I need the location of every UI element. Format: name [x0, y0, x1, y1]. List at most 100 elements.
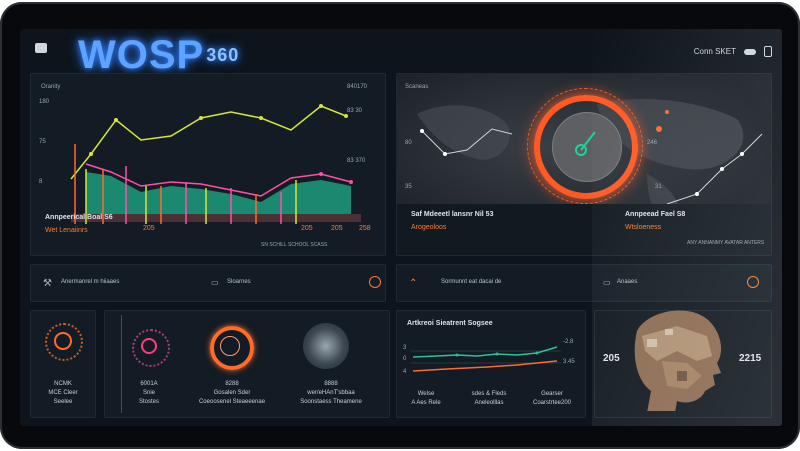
- stat-3: 205: [331, 225, 343, 232]
- right-value-3: 83 370: [347, 158, 366, 164]
- wrench-icon: ⚒: [43, 278, 52, 289]
- card-mid: wer/eHAnT'sbbaa: [307, 390, 355, 396]
- radar-ring: [534, 95, 638, 199]
- info-bar-text: Sormunnt eat dacai de: [441, 279, 502, 285]
- baseline-area: [71, 214, 361, 222]
- trend-label-2: sdes & Fleds: [471, 391, 507, 397]
- stat-1: 205: [143, 225, 155, 232]
- green-area: [86, 172, 351, 214]
- gauge-ring: [45, 323, 83, 361]
- trend-sub-3: Coarstrtee200: [532, 400, 572, 406]
- trend-sub-1: A Aes Rele: [411, 400, 441, 406]
- face-left-value: 205: [603, 353, 620, 364]
- right-value-1: 246: [647, 140, 658, 146]
- caption-left: Saf Mdeeetl lansnr Nil 53: [411, 211, 494, 218]
- face-right-value: 2215: [739, 353, 762, 364]
- map-panel-right: Scaneas 80 35 246 31 Sa: [396, 73, 772, 256]
- info-bar-text-2: Sloarnes: [227, 279, 251, 285]
- y-tick-2: 75: [39, 139, 46, 145]
- gauge-card-1: NCMK MCE Cleer Seelee: [30, 310, 96, 418]
- left-value-1: 80: [405, 140, 412, 146]
- trend-line-green: [412, 346, 558, 358]
- card-mid: MCE Cleer: [48, 390, 78, 396]
- trend-label-3: Gearser: [541, 391, 563, 397]
- trend-line-orange: [412, 360, 558, 372]
- brand-sup: 360: [206, 45, 240, 65]
- right-value-2: 31: [655, 184, 662, 190]
- trend-y-2: 0: [403, 356, 407, 362]
- panel-title: Oranity: [41, 84, 61, 90]
- card-bot: Seelee: [53, 399, 73, 405]
- stat-2: 205: [301, 225, 313, 232]
- monitor-icon: ▭: [211, 278, 219, 287]
- trend-sub-2: Aneleolllas: [474, 400, 504, 406]
- gauge-ring-2: [132, 329, 170, 367]
- trend-icon: ⌃: [409, 278, 418, 289]
- info-bar-text-2: Anaaes: [617, 279, 638, 285]
- trend-chart-title: Artkreoi Sieatrent Sogsee: [407, 320, 493, 327]
- info-circle-icon[interactable]: [747, 276, 759, 288]
- y-tick-1: 180: [39, 99, 50, 105]
- card-top: NCMK: [54, 381, 72, 387]
- trend-label-1: Welse: [417, 391, 435, 397]
- trend-chart: [411, 346, 561, 372]
- trend-chart-card: Artkreoi Sieatrent Sogsee 3 0 4 -2.8 3.4…: [396, 310, 586, 418]
- right-value-2: 83 30: [347, 108, 363, 114]
- gauge-globe: [303, 323, 349, 369]
- lock-icon[interactable]: [764, 46, 772, 57]
- stat-4: 258: [359, 225, 371, 232]
- card-top: 6001A: [140, 381, 158, 387]
- panel-sub-caption: Wet Lenaiinrs: [45, 227, 88, 234]
- gauge-ring-3: [210, 326, 254, 370]
- panel-title: Scaneas: [405, 84, 429, 90]
- info-bar-left[interactable]: ⚒ Anermanrel m hiiaaes ▭ Sloarnes: [30, 264, 386, 302]
- panel-footer: SN SCHILL SCHOOL SCASS: [261, 242, 328, 248]
- card-top: 8288: [225, 381, 239, 387]
- radar-needle-icon: [575, 131, 596, 156]
- brand-logo: WOSP 360: [78, 35, 239, 75]
- divider: [121, 315, 122, 413]
- brand-name: WOSP: [78, 33, 205, 77]
- caption-bar: [397, 204, 771, 255]
- card-mid: Gosalen Sder: [213, 390, 251, 396]
- dashboard-screen: WOSP 360 Conn SKET Oranity 180 75 8 84017…: [20, 29, 782, 426]
- caption-right: Annpeead Fael S8: [625, 211, 686, 218]
- trend-y-3: 4: [403, 369, 407, 375]
- monitor-icon: ▭: [603, 278, 611, 287]
- radar-core: [552, 112, 622, 182]
- sub-caption-left: Arogeoloos: [411, 224, 447, 231]
- info-bar-text: Anermanrel m hiiaaes: [61, 279, 120, 285]
- face-card: 205 2215: [594, 310, 772, 418]
- toggle-icon[interactable]: [744, 48, 756, 55]
- radar-ring-outer: [527, 88, 643, 204]
- card-top: 8888: [324, 381, 338, 387]
- trend-r-1: -2.8: [563, 339, 574, 345]
- info-circle-icon[interactable]: [369, 276, 381, 288]
- line-bar-chart: [70, 104, 361, 224]
- chart-panel-left: Oranity 180 75 8 840170 83 30 83 370: [30, 73, 386, 256]
- camera-icon: [35, 43, 47, 53]
- gauge-core: [54, 332, 72, 350]
- sub-caption-right: Wtsloeness: [625, 224, 662, 231]
- trend-y-1: 3: [403, 345, 407, 351]
- card-bot: Stostes: [138, 399, 159, 405]
- left-value-2: 35: [405, 184, 412, 190]
- y-tick-3: 8: [39, 179, 43, 185]
- info-bar-right[interactable]: ⌃ Sormunnt eat dacai de ▭ Anaaes: [396, 264, 772, 302]
- card-bot: Coeoosenel Steaeeenae: [198, 399, 266, 405]
- header: WOSP 360 Conn SKET: [20, 29, 782, 75]
- route-line-left: [421, 128, 513, 155]
- panel-caption: Annpeerical Boal S6: [45, 214, 113, 221]
- trend-r-2: 3.45: [563, 359, 575, 365]
- gauge-core-3: [220, 336, 240, 356]
- yellow-line: [70, 105, 347, 180]
- right-value-1: 840170: [347, 84, 368, 90]
- header-right-label[interactable]: Conn SKET: [693, 47, 736, 56]
- gauge-core-2: [141, 338, 157, 354]
- gauge-group: 6001A Snie Stostes 8288 Gosalen Sder Coe…: [104, 310, 390, 418]
- panel-footer: ANY ANNANMY AVATAR ANTERS: [687, 240, 765, 246]
- card-bot: Soonstaess Theamene: [300, 399, 362, 405]
- header-right: Conn SKET: [694, 46, 772, 57]
- ai-head-icon: [634, 310, 722, 411]
